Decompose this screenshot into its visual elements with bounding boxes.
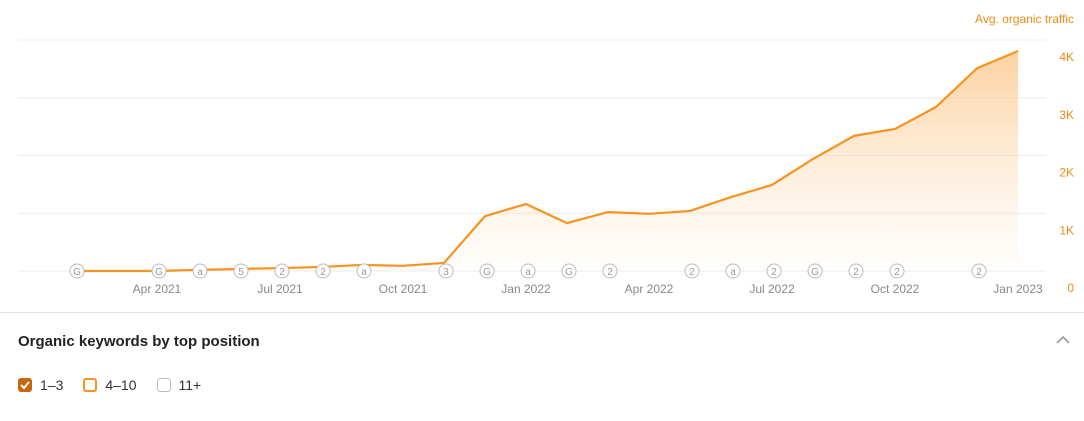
event-marker [192,263,208,279]
event-marker [151,263,167,279]
event-label: 2 [689,267,695,278]
filter-label: 1–3 [40,377,64,393]
event-marker [971,263,987,279]
area [75,50,1018,271]
event-marker [520,263,536,279]
panel-title: Organic keywords by top position [18,333,260,350]
x-tick-label: Jan 2023 [993,282,1043,296]
keywords-panel: Organic keywords by top position 1–3 4–10… [0,312,1084,421]
event-marker [274,263,290,279]
event-label: a [197,267,203,278]
event-marker [848,263,864,279]
event-label: 2 [279,267,285,278]
event-marker [69,263,85,279]
filter[interactable]: 1–3 [18,377,63,393]
y-tick-label: 1K [1059,223,1074,237]
event-marker [766,263,782,279]
y-tick-label: 4K [1059,50,1074,64]
event-label: 5 [238,267,244,278]
x-tick-label: Apr 2021 [133,282,182,296]
filter-label: 4–10 [105,377,137,393]
event-label: 2 [976,267,982,278]
event-label: a [525,267,531,278]
checkbox[interactable] [156,378,171,392]
event-label: G [483,267,491,278]
event-marker [602,263,618,279]
event-label: 3 [443,267,449,278]
x-tick-label: Jan 2022 [501,282,551,296]
axis-title: Avg. organic traffic [975,12,1074,26]
event-label: a [730,267,736,278]
filters: 1–3 4–10 11+ [18,377,201,393]
x-tick-label: Jul 2021 [257,282,303,296]
event-label: 2 [320,267,326,278]
event-marker [684,263,700,279]
event-label: 2 [771,267,777,278]
collapse-toggle[interactable] [1056,335,1070,345]
y-tick-label: 2K [1059,166,1074,180]
event-label: G [73,267,81,278]
event-marker [233,263,249,279]
filter[interactable]: 4–10 [83,377,137,393]
event-marker [356,263,372,279]
line [75,49,1019,273]
event-label: 2 [894,267,900,278]
event-marker [561,263,577,279]
x-tick-label: Oct 2022 [871,282,920,296]
event-marker [438,263,454,279]
chart: Avg. organic traffic 0 1K 2K 3K 4K Apr 2021 Ju… [18,12,1074,296]
checkbox[interactable] [83,378,98,392]
filter[interactable]: 11+ [156,377,202,393]
event-marker [807,263,823,279]
event-marker [725,263,741,279]
event-marker [479,263,495,279]
event-label: G [811,267,819,278]
x-tick-label: Oct 2021 [379,282,428,296]
x-tick-label: Apr 2022 [625,282,674,296]
event-label: 2 [607,267,613,278]
x-tick-label: Jul 2022 [749,282,795,296]
event-marker [315,263,331,279]
event-label: a [361,267,367,278]
checkbox[interactable] [18,378,32,392]
y-tick-label: 0 [1067,281,1074,295]
event-label: G [565,267,573,278]
event-marker [889,263,905,279]
filter-label: 11+ [178,377,202,393]
event-label: G [155,267,163,278]
event-label: 2 [853,267,859,278]
y-tick-label: 3K [1059,108,1074,122]
